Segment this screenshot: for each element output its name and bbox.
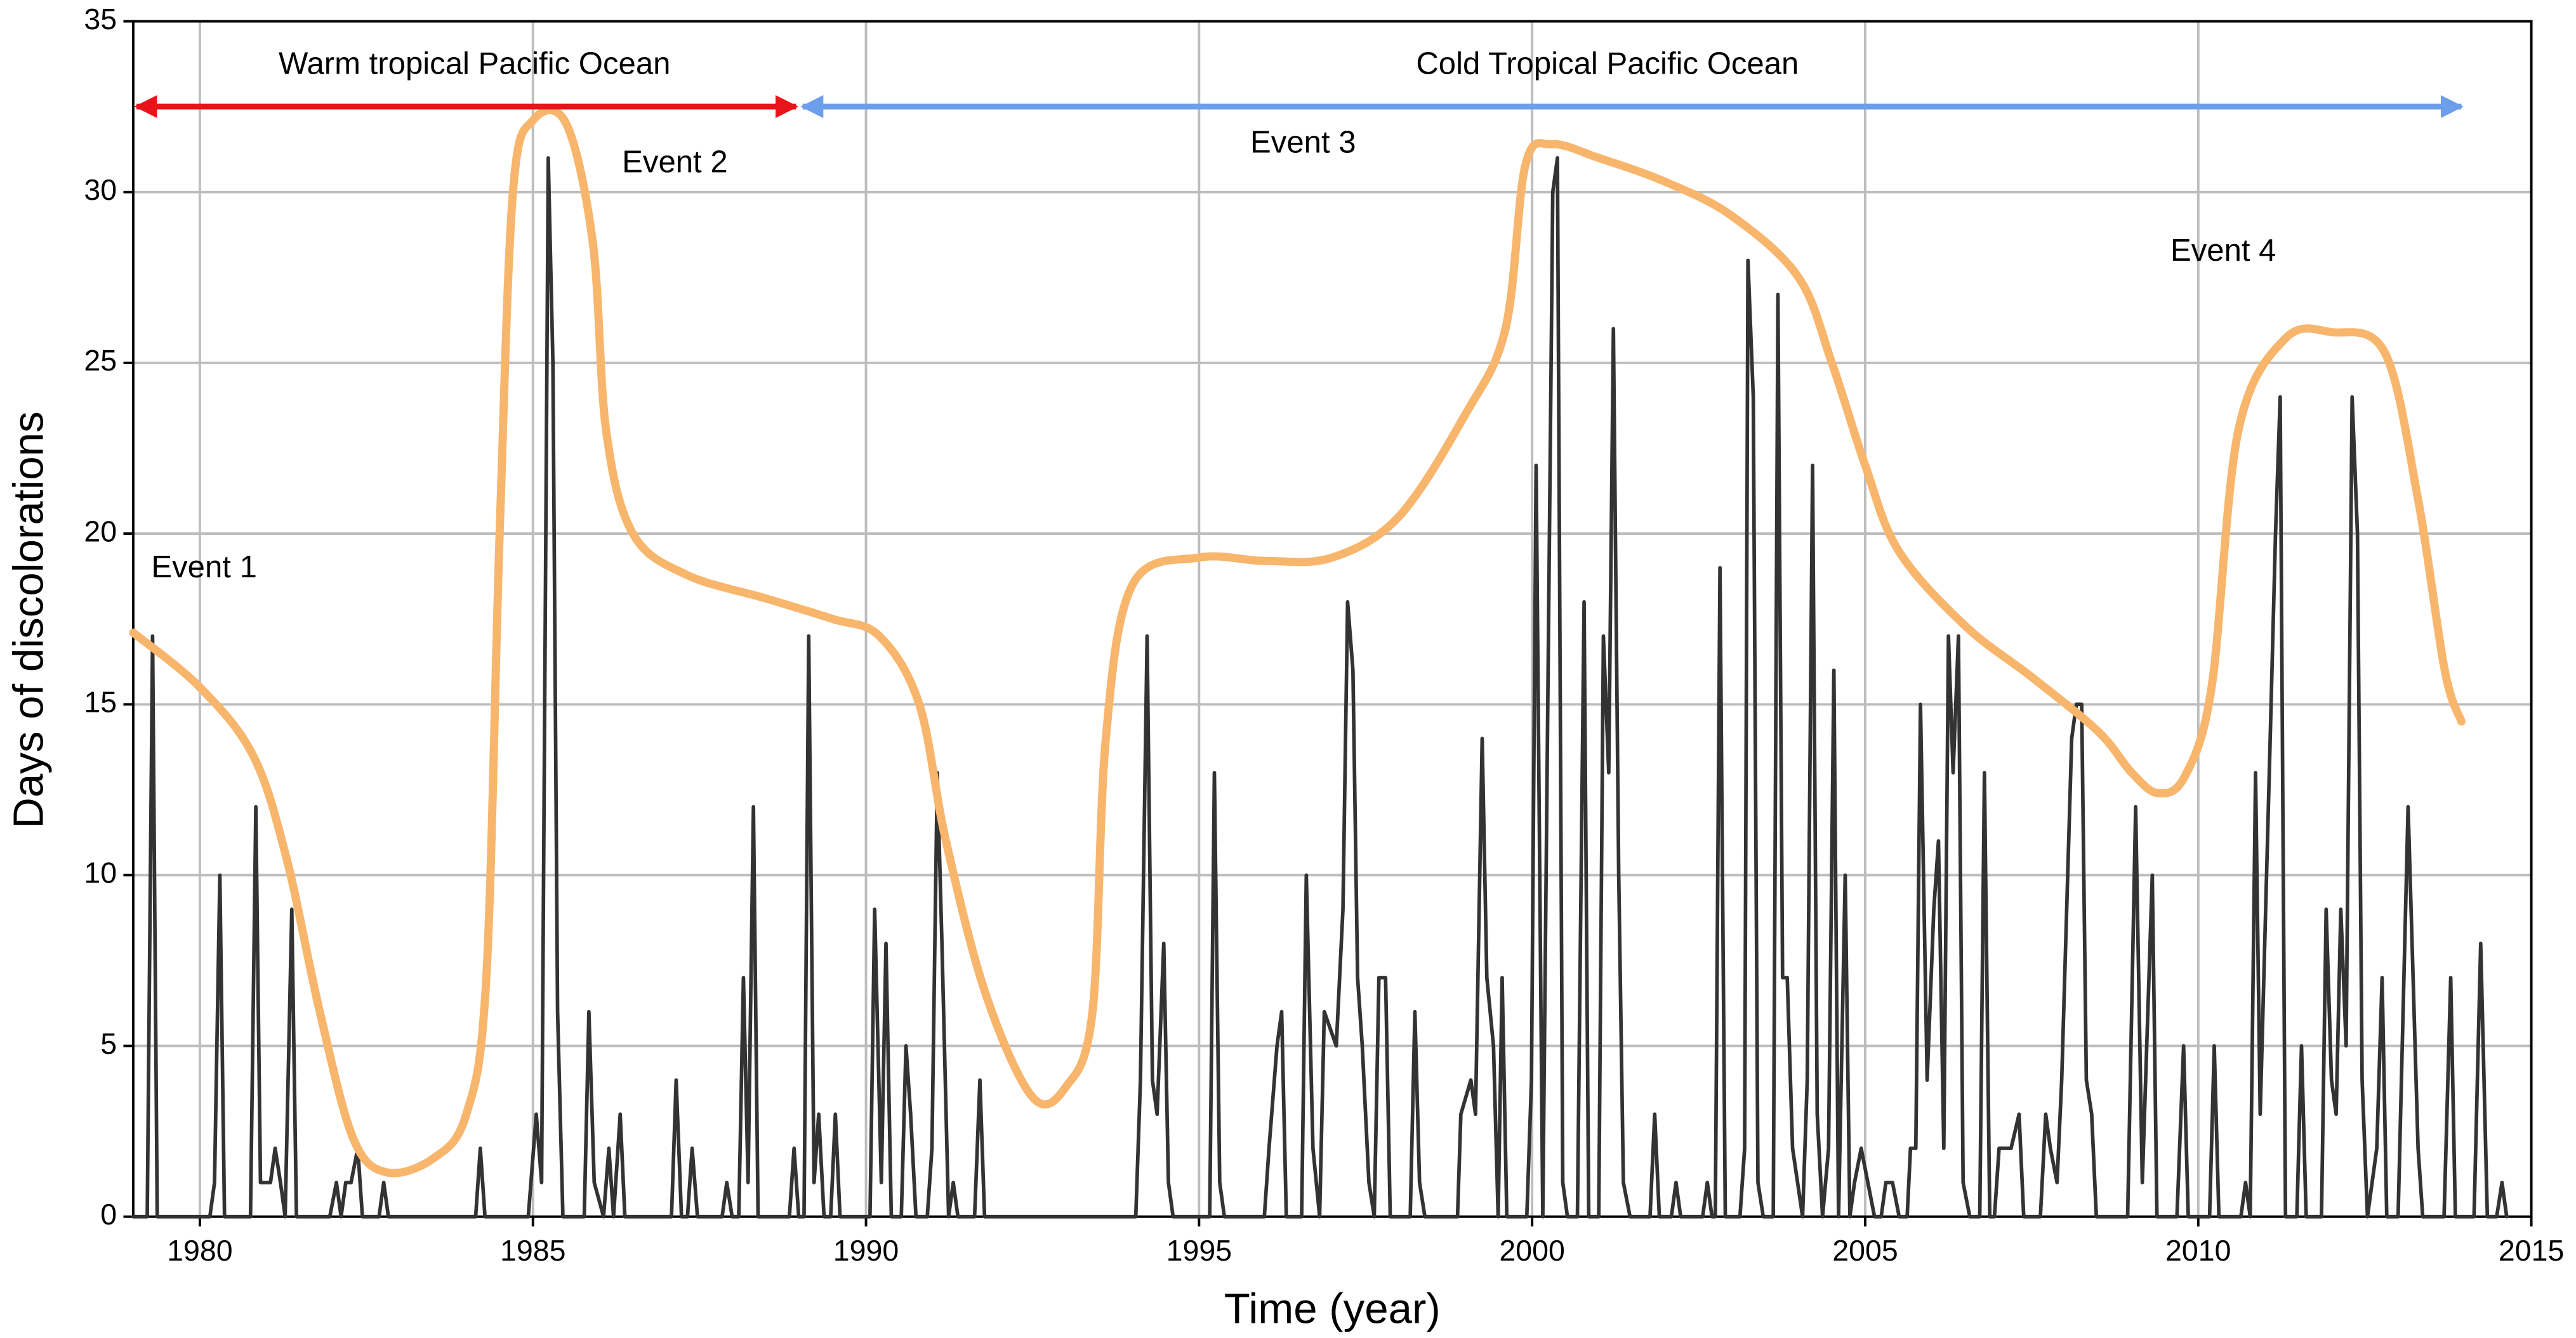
event-label: Event 4 <box>2170 233 2276 268</box>
x-tick-label: 2005 <box>1832 1234 1898 1267</box>
period-label: Cold Tropical Pacific Ocean <box>1416 46 1799 81</box>
plot-frame <box>132 20 2533 1218</box>
period-label: Warm tropical Pacific Ocean <box>279 46 670 81</box>
event-label: Event 3 <box>1250 125 1356 159</box>
x-axis-label: Time (year) <box>1224 1285 1441 1332</box>
x-tick-label: 1995 <box>1166 1234 1232 1267</box>
y-tick-label: 30 <box>84 173 117 206</box>
y-tick-label: 10 <box>84 856 117 889</box>
y-tick-label: 25 <box>84 344 117 377</box>
event-label: Event 2 <box>622 145 727 179</box>
x-tick-label: 1990 <box>833 1234 899 1267</box>
y-tick-label: 35 <box>84 3 117 36</box>
x-tick-label: 2010 <box>2165 1234 2231 1267</box>
trend-line <box>129 106 2466 1177</box>
y-tick-label: 20 <box>84 515 117 548</box>
y-tick-label: 5 <box>100 1027 117 1060</box>
y-tick-label: 0 <box>100 1198 117 1231</box>
y-tick-label: 15 <box>84 686 117 719</box>
x-tick-label: 2000 <box>1499 1234 1564 1267</box>
data-line <box>131 156 2509 1219</box>
y-axis-label: Days of discolorations <box>4 411 52 828</box>
x-tick-label: 2015 <box>2499 1234 2564 1267</box>
event-label: Event 1 <box>151 550 256 584</box>
x-tick-label: 1980 <box>167 1234 232 1267</box>
x-tick-label: 1985 <box>500 1234 565 1267</box>
